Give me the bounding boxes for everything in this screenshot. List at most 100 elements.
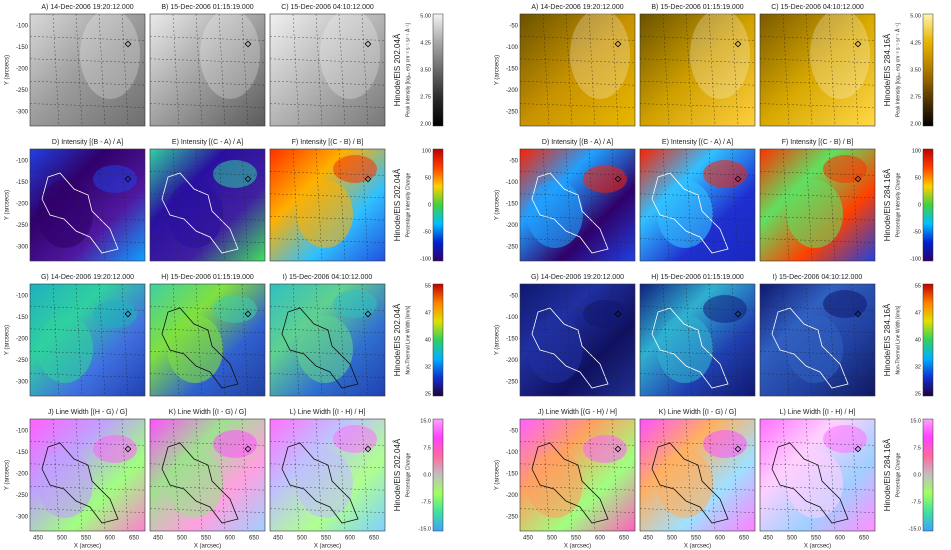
grid-line bbox=[29, 193, 146, 199]
grid-line bbox=[29, 350, 146, 356]
marker bbox=[364, 445, 372, 453]
grid-line bbox=[29, 238, 146, 243]
colorbar-label: Peak Intensity [log₁₀ erg cm⁻² s⁻¹ sr⁻¹ … bbox=[894, 22, 901, 117]
colorbar-tick-label: -15.0 bbox=[418, 526, 431, 532]
x-tick-label: 550 bbox=[571, 536, 582, 542]
y-tick-label: -150 bbox=[506, 202, 519, 208]
panel-feature bbox=[213, 295, 257, 323]
grid-line bbox=[315, 13, 323, 127]
grid-line bbox=[782, 283, 790, 397]
grid-line bbox=[292, 148, 300, 262]
grid-line bbox=[759, 238, 876, 243]
y-tick-label: -300 bbox=[16, 245, 29, 251]
colorbar-title: Hinode/EIS 284.16Å bbox=[883, 33, 892, 106]
colorbar-tick-label: 100 bbox=[422, 148, 431, 154]
grid-line bbox=[759, 193, 876, 199]
panel-title: I) 15-Dec-2006 04:10:12.000 bbox=[773, 274, 863, 281]
grid-line bbox=[639, 58, 756, 64]
x-tick-label: 600 bbox=[105, 536, 116, 542]
x-tick-label: 450 bbox=[523, 536, 534, 542]
grid-line bbox=[731, 283, 739, 397]
colorbar bbox=[922, 13, 934, 127]
colorbar-label: Percentage Change bbox=[405, 453, 411, 498]
grid-line bbox=[519, 80, 636, 86]
grid-line bbox=[269, 171, 386, 176]
panel-feature bbox=[787, 315, 843, 383]
panel-feature bbox=[320, 9, 380, 99]
panel-feature bbox=[527, 450, 583, 518]
panel-title: D) Intensity [(B - A) / A] bbox=[52, 139, 123, 146]
grid-line bbox=[149, 373, 266, 378]
grid-line bbox=[662, 418, 670, 532]
x-axis-label: X (arcsec) bbox=[804, 544, 831, 550]
grid-line bbox=[338, 283, 346, 397]
colorbar-tick-label: 47 bbox=[915, 310, 921, 316]
y-tick-label: -200 bbox=[506, 493, 519, 499]
grid-line bbox=[759, 485, 876, 491]
y-tick-label: -50 bbox=[509, 24, 518, 30]
grid-line bbox=[121, 418, 129, 532]
grid-line bbox=[149, 80, 266, 86]
colorbar-tick-label: 25 bbox=[425, 391, 431, 397]
grid-line bbox=[685, 418, 693, 532]
grid-line bbox=[269, 508, 386, 513]
grid-line bbox=[519, 103, 636, 108]
panel-feature bbox=[810, 9, 870, 99]
contour bbox=[281, 307, 359, 389]
grid-line bbox=[149, 306, 266, 311]
grid-line bbox=[639, 328, 756, 334]
colorbar-tick-label: -100 bbox=[420, 256, 431, 262]
grid-line bbox=[519, 36, 636, 41]
grid-line bbox=[805, 283, 813, 397]
grid-line bbox=[269, 193, 386, 199]
contour bbox=[771, 442, 849, 524]
colorbar-tick-label: 2.75 bbox=[910, 94, 921, 100]
grid-line bbox=[519, 171, 636, 176]
y-tick-label: -300 bbox=[16, 380, 29, 386]
y-tick-label: -100 bbox=[16, 159, 29, 165]
panel-feature bbox=[690, 9, 750, 99]
grid-line bbox=[149, 441, 266, 446]
contour bbox=[161, 307, 239, 389]
grid-line bbox=[269, 58, 386, 64]
grid-line bbox=[361, 283, 369, 397]
grid-line bbox=[759, 441, 876, 446]
grid-line bbox=[565, 283, 573, 397]
grid-line bbox=[315, 148, 323, 262]
grid-line bbox=[241, 283, 249, 397]
colorbar-label: Percentage Intensity Change bbox=[405, 173, 411, 238]
grid-line bbox=[292, 418, 300, 532]
x-tick-label: 500 bbox=[57, 536, 68, 542]
grid-line bbox=[149, 463, 266, 469]
y-axis-label: Y (arcsecs) bbox=[495, 325, 501, 355]
grid-line bbox=[149, 238, 266, 243]
grid-line bbox=[639, 373, 756, 378]
colorbar-tick-label: 50 bbox=[425, 175, 431, 181]
grid-line bbox=[149, 328, 266, 334]
grid-line bbox=[75, 13, 83, 127]
y-tick-label: -250 bbox=[506, 380, 519, 386]
colorbar-tick-label: 3.50 bbox=[910, 67, 921, 73]
contour bbox=[531, 307, 609, 389]
marker bbox=[854, 445, 862, 453]
marker bbox=[734, 40, 742, 48]
panel-feature bbox=[37, 450, 93, 518]
marker bbox=[734, 175, 742, 183]
panel-title: D) Intensity [(B - A) / A] bbox=[542, 139, 613, 146]
grid-line bbox=[759, 103, 876, 108]
contour bbox=[651, 442, 729, 524]
grid-line bbox=[75, 283, 83, 397]
colorbar-title: Hinode/EIS 202.04Å bbox=[393, 438, 402, 511]
x-tick-label: 450 bbox=[763, 536, 774, 542]
figure-half: A) 14-Dec-2006 19:20:12.000 B) 15-Dec-200… bbox=[495, 4, 934, 550]
grid-line bbox=[639, 103, 756, 108]
colorbar bbox=[922, 148, 934, 262]
panel-feature bbox=[297, 180, 353, 248]
grid-line bbox=[639, 306, 756, 311]
grid-line bbox=[708, 418, 716, 532]
x-tick-label: 600 bbox=[715, 536, 726, 542]
grid-line bbox=[361, 148, 369, 262]
grid-line bbox=[828, 283, 836, 397]
grid-line bbox=[542, 148, 550, 262]
grid-line bbox=[759, 373, 876, 378]
